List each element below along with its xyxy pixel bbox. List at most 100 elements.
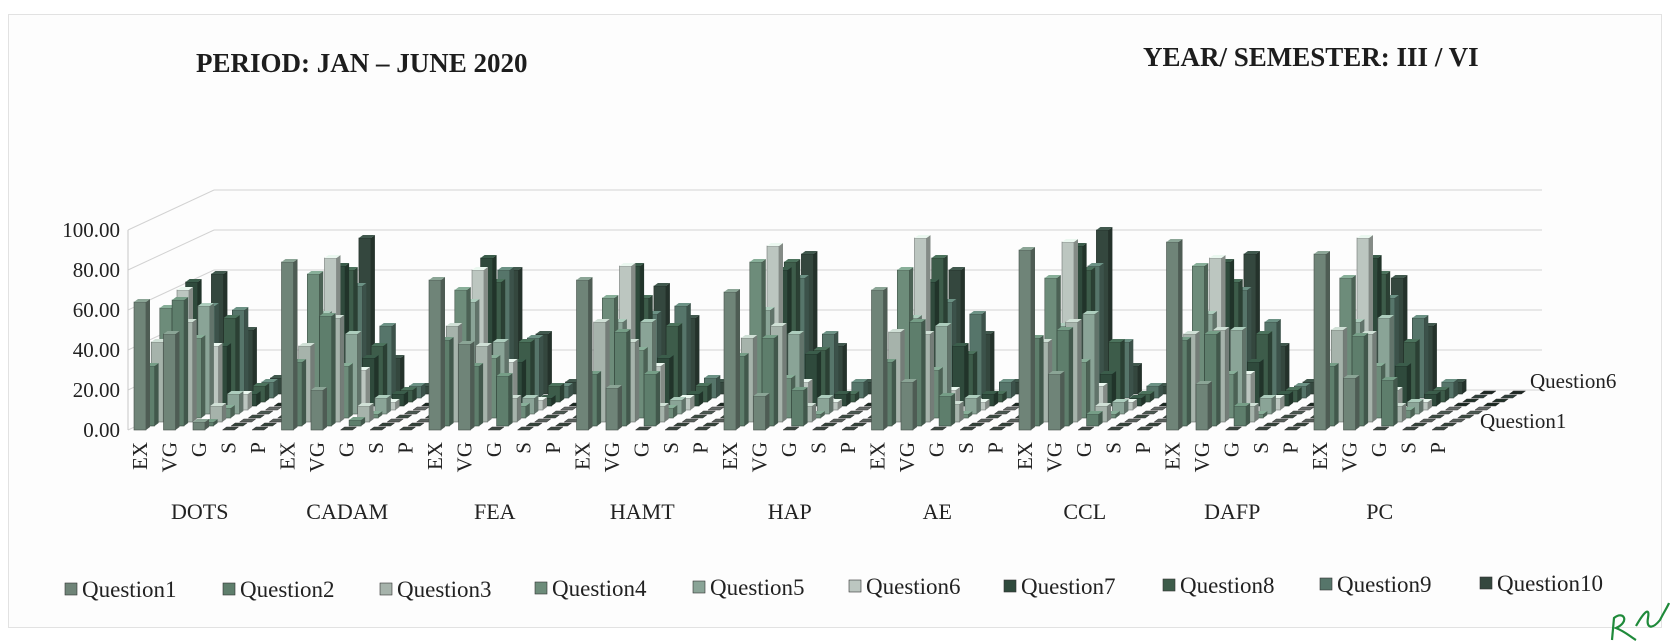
bar-question7-pc-s	[1453, 402, 1471, 407]
bar-top	[210, 403, 227, 406]
bar-question2-hap-g	[791, 387, 808, 427]
bar-top	[1403, 339, 1420, 342]
bar-question1-dots-s	[221, 426, 240, 431]
subject-label: PC	[1366, 499, 1393, 524]
depth-axis-labels: Question6 Question1	[1480, 369, 1616, 433]
bar-top	[374, 395, 391, 398]
bar-side	[913, 379, 917, 430]
bar-top	[1391, 275, 1408, 278]
bar-zero-marker	[1288, 410, 1307, 415]
bar-zero-marker	[1470, 394, 1489, 399]
bar-side	[820, 411, 825, 418]
bar-question5-fea-s	[551, 410, 569, 415]
legend-label: Question9	[1337, 572, 1432, 597]
bar-side	[383, 343, 388, 402]
bar-side	[669, 355, 674, 406]
bar-top	[801, 251, 818, 254]
bar-side	[968, 411, 973, 418]
bar-side	[1285, 343, 1290, 394]
rating-label: S	[1101, 442, 1125, 454]
bar-question5-ae-g	[964, 395, 981, 415]
bar-front	[1313, 253, 1327, 431]
bar-side	[678, 323, 683, 402]
bar-question1-hap-p	[841, 426, 859, 431]
bar-side	[227, 343, 232, 406]
rating-label: S	[1249, 442, 1273, 454]
bar-side	[855, 391, 860, 402]
bar-side	[1297, 387, 1302, 402]
bar-top	[1112, 399, 1129, 402]
legend-swatch	[1003, 579, 1017, 593]
legend-label: Question1	[82, 577, 177, 602]
rating-tick-labels: EX VG G S P EX VG G S P EX VG G S P EX VG G S P EX VG G S P EX VG G…	[128, 442, 1450, 472]
bar-top	[888, 329, 905, 332]
bar-zero-marker	[251, 426, 269, 431]
bar-side	[534, 395, 539, 414]
bar-zero-marker	[690, 414, 708, 419]
bar-side	[421, 383, 426, 398]
bar-zero-marker	[546, 426, 564, 431]
bar-question1-cadam-s	[369, 426, 387, 431]
bar-top	[172, 297, 189, 300]
bar-zero-marker	[1123, 418, 1142, 423]
rating-label: G	[187, 442, 211, 457]
bar-zero-marker	[985, 414, 1003, 419]
bar-zero-marker	[1144, 422, 1163, 427]
bar-side	[1334, 363, 1339, 426]
bar-top	[400, 387, 417, 390]
bar-zero-marker	[820, 422, 838, 427]
bar-side	[1462, 379, 1467, 394]
legend-swatch	[848, 579, 862, 593]
bar-zero-marker	[854, 406, 873, 411]
bar-zero-marker	[1132, 414, 1151, 419]
bar-side	[994, 391, 999, 406]
bar-side	[239, 391, 244, 414]
y-tick-label: 60.00	[73, 298, 120, 322]
bar-side	[661, 363, 665, 410]
rating-label: EX	[1160, 442, 1184, 470]
rating-label: G	[1072, 442, 1096, 457]
bar-side	[883, 287, 888, 430]
bar-top	[548, 383, 565, 386]
bar-side	[1107, 403, 1112, 422]
bar-side	[252, 327, 257, 394]
bar-side	[990, 331, 995, 394]
bar-zero-marker	[369, 426, 387, 431]
bar-question2-cadam-g	[348, 417, 366, 427]
bar-side	[1259, 359, 1264, 406]
bar-zero-marker	[339, 426, 358, 431]
bar-front	[310, 389, 324, 431]
bar-question2-ae-p	[997, 422, 1015, 427]
bar-question3-ccl-s	[1123, 418, 1142, 423]
bar-top	[1339, 275, 1356, 278]
bar-side	[222, 403, 227, 422]
legend-item-question4: Question4	[534, 576, 647, 601]
bar-top	[134, 299, 150, 302]
rating-label: VG	[600, 442, 624, 472]
bar-zero-marker	[1283, 426, 1302, 431]
bar-question2-pc-g	[1381, 377, 1398, 427]
bar-zero-marker	[1474, 406, 1492, 411]
bar-question8-pc-s	[1461, 398, 1480, 403]
bar-question1-cadam-vg	[310, 387, 327, 431]
period-title: PERIOD: JAN – JUNE 2020	[196, 48, 528, 78]
legend-item-question2: Question2	[222, 577, 335, 602]
bar-side	[323, 387, 327, 430]
bar-question6-hap-s	[854, 406, 873, 411]
bar-zero-marker	[959, 426, 977, 431]
bar-question2-pc-p	[1439, 422, 1458, 427]
bar-question1-dafp-ex	[1166, 239, 1183, 431]
bar-side	[695, 315, 700, 394]
bar-top	[349, 417, 366, 420]
bar-zero-marker	[1106, 426, 1125, 431]
bar-question1-ae-ex	[871, 287, 888, 431]
bar-top	[151, 339, 168, 342]
bar-front	[643, 373, 657, 427]
bar-zero-marker	[828, 418, 847, 423]
rating-label: EX	[275, 442, 299, 470]
bar-side	[1407, 363, 1412, 406]
bar-top	[901, 379, 917, 382]
bar-side	[1306, 383, 1311, 398]
bar-zero-marker	[542, 414, 561, 419]
bar-side	[146, 299, 150, 430]
